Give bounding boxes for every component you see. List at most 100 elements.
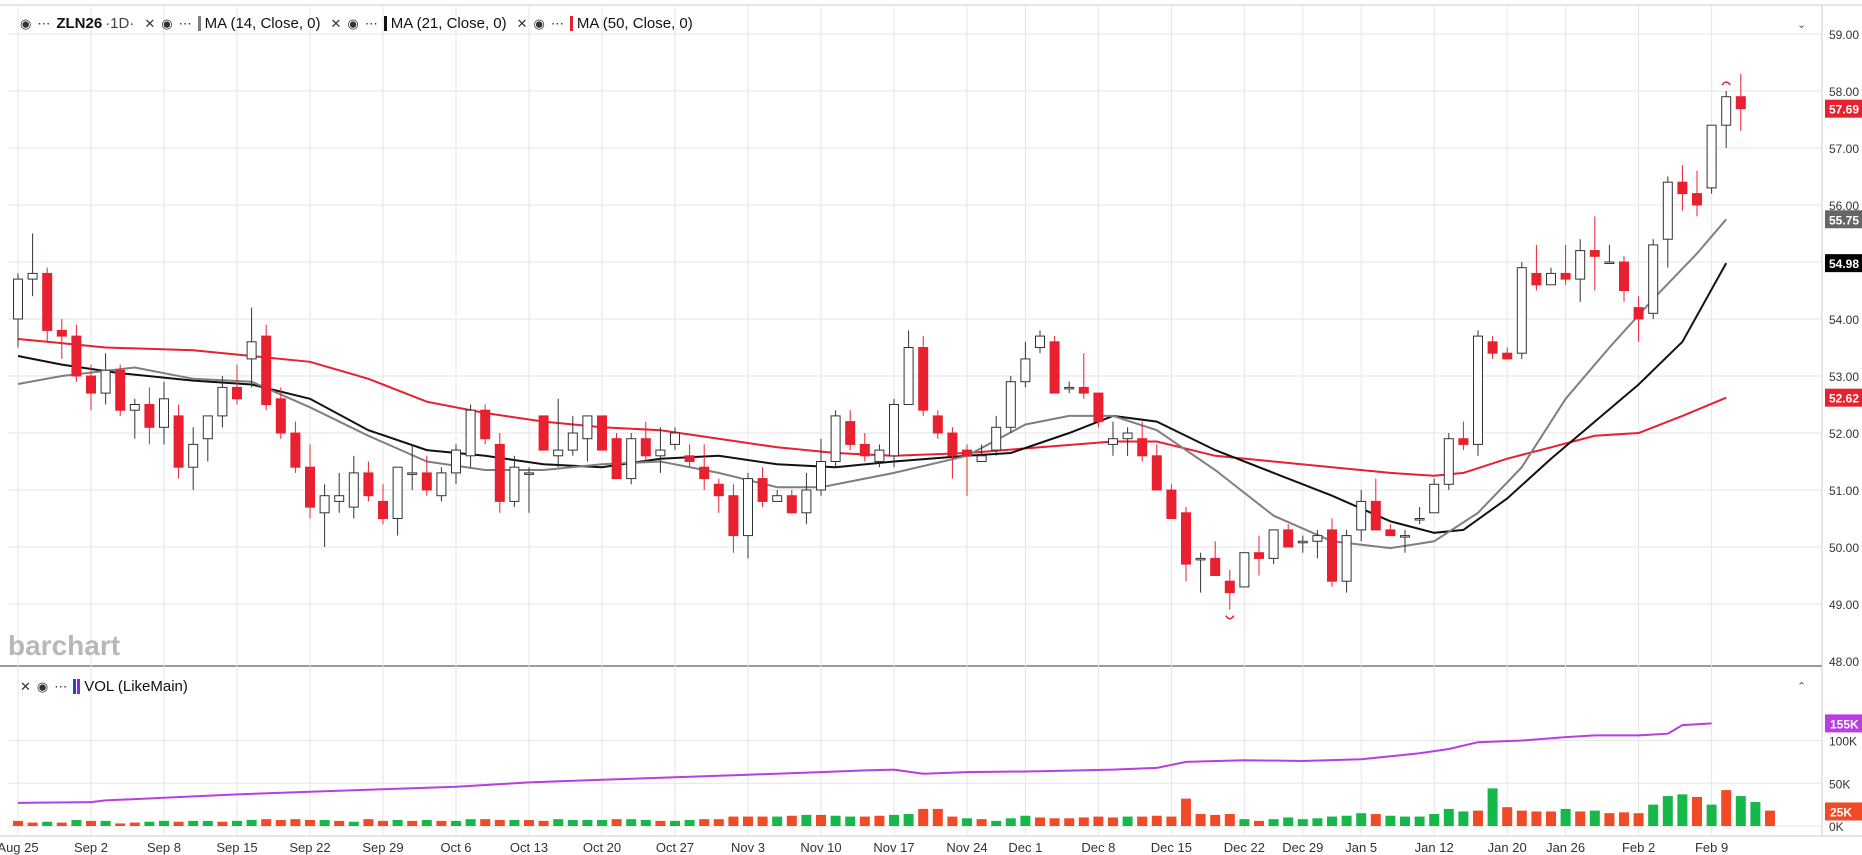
candle-body[interactable]: [976, 455, 987, 462]
volume-bar[interactable]: [465, 819, 476, 826]
volume-bar[interactable]: [173, 821, 184, 826]
volume-bar[interactable]: [1312, 818, 1323, 826]
volume-bar[interactable]: [1400, 816, 1410, 826]
candle-body[interactable]: [1035, 335, 1045, 349]
candle-body[interactable]: [1370, 500, 1381, 531]
candle-body[interactable]: [524, 472, 534, 475]
candle-body[interactable]: [816, 461, 826, 491]
candle-body[interactable]: [1589, 250, 1600, 257]
volume-bar[interactable]: [202, 820, 213, 826]
volume-bar[interactable]: [1181, 798, 1191, 826]
candle-body[interactable]: [334, 495, 345, 502]
volume-bar[interactable]: [962, 818, 972, 826]
candle-body[interactable]: [713, 483, 724, 497]
candle-body[interactable]: [494, 443, 505, 502]
volume-bar[interactable]: [1589, 810, 1600, 826]
volume-bar[interactable]: [1268, 819, 1279, 826]
candle-body[interactable]: [553, 449, 564, 457]
close-icon[interactable]: ✕: [144, 15, 156, 31]
candle-body[interactable]: [1692, 193, 1702, 206]
candle-body[interactable]: [305, 466, 315, 508]
volume-bar[interactable]: [1735, 796, 1746, 826]
volume-bar[interactable]: [1122, 816, 1133, 826]
volume-bar[interactable]: [713, 819, 724, 826]
volume-bar[interactable]: [1662, 796, 1673, 826]
candle-body[interactable]: [1487, 341, 1498, 354]
more-icon[interactable]: ⋯: [178, 15, 192, 31]
candle-body[interactable]: [1429, 483, 1440, 514]
volume-bar[interactable]: [874, 815, 885, 826]
candle-body[interactable]: [611, 438, 622, 480]
volume-bar[interactable]: [71, 820, 82, 826]
volume-bar[interactable]: [626, 819, 637, 826]
more-icon[interactable]: ⋯: [54, 678, 68, 694]
volume-bar[interactable]: [421, 820, 432, 826]
volume-bar[interactable]: [1078, 817, 1089, 826]
candle-body[interactable]: [188, 443, 199, 468]
candle-body[interactable]: [1268, 529, 1279, 559]
volume-bar[interactable]: [932, 808, 943, 826]
volume-bar[interactable]: [1619, 812, 1629, 826]
close-icon[interactable]: ✕: [20, 678, 31, 694]
timeframe-label[interactable]: ·1D·: [105, 15, 135, 32]
candle-body[interactable]: [1064, 386, 1075, 390]
candle-body[interactable]: [509, 466, 520, 502]
volume-bar[interactable]: [1502, 807, 1513, 826]
volume-bar[interactable]: [1765, 810, 1775, 826]
candle-body[interactable]: [1648, 244, 1659, 314]
more-icon[interactable]: ⋯: [550, 15, 564, 31]
candle-body[interactable]: [202, 415, 213, 440]
candle-body[interactable]: [86, 375, 96, 394]
eye-icon[interactable]: ◉: [161, 15, 173, 31]
candle-body[interactable]: [348, 472, 359, 508]
candle-body[interactable]: [597, 415, 607, 451]
eye-icon[interactable]: ◉: [347, 15, 359, 31]
candle-body[interactable]: [363, 472, 374, 497]
chevron-up-icon[interactable]: ⌃: [1797, 681, 1807, 693]
eye-icon[interactable]: ◉: [533, 15, 545, 31]
volume-bar[interactable]: [1458, 811, 1469, 826]
candle-body[interactable]: [246, 341, 257, 360]
volume-bar[interactable]: [56, 822, 67, 826]
volume-bar[interactable]: [582, 820, 593, 826]
volume-bar[interactable]: [538, 820, 549, 826]
candle-body[interactable]: [1473, 335, 1483, 445]
candle-body[interactable]: [538, 415, 549, 451]
volume-bar[interactable]: [129, 822, 140, 826]
eye-icon[interactable]: ◉: [36, 678, 49, 694]
more-icon[interactable]: ⋯: [364, 15, 378, 31]
volume-bar[interactable]: [1473, 810, 1483, 826]
volume-bar[interactable]: [903, 814, 914, 826]
candle-body[interactable]: [801, 489, 812, 514]
volume-bar[interactable]: [1414, 816, 1425, 826]
candle-body[interactable]: [1619, 261, 1629, 291]
candle-body[interactable]: [1385, 529, 1396, 537]
candle-body[interactable]: [42, 272, 53, 331]
candle-body[interactable]: [1400, 535, 1410, 538]
candle-body[interactable]: [1224, 580, 1235, 594]
volume-bar[interactable]: [1356, 813, 1367, 826]
volume-bar[interactable]: [1648, 804, 1659, 826]
volume-bar[interactable]: [1341, 815, 1352, 826]
candle-body[interactable]: [13, 278, 23, 320]
volume-bar[interactable]: [159, 820, 169, 826]
volume-bar[interactable]: [305, 820, 315, 826]
candle-body[interactable]: [626, 438, 637, 480]
volume-bar[interactable]: [1604, 813, 1615, 826]
volume-bar[interactable]: [232, 820, 242, 826]
volume-bar[interactable]: [757, 816, 768, 826]
volume-bar[interactable]: [1546, 811, 1556, 826]
candle-body[interactable]: [1283, 529, 1294, 548]
candle-body[interactable]: [1341, 535, 1352, 582]
candle-body[interactable]: [1166, 489, 1177, 519]
candle-body[interactable]: [173, 415, 184, 468]
volume-bar[interactable]: [1297, 819, 1308, 826]
candle-body[interactable]: [1443, 438, 1454, 485]
volume-bar[interactable]: [786, 815, 797, 826]
volume-bar[interactable]: [1049, 818, 1060, 826]
candle-body[interactable]: [684, 455, 695, 462]
volume-bar[interactable]: [947, 816, 958, 826]
volume-bar[interactable]: [494, 820, 505, 826]
volume-bar[interactable]: [42, 821, 53, 826]
volume-bar[interactable]: [100, 820, 111, 826]
